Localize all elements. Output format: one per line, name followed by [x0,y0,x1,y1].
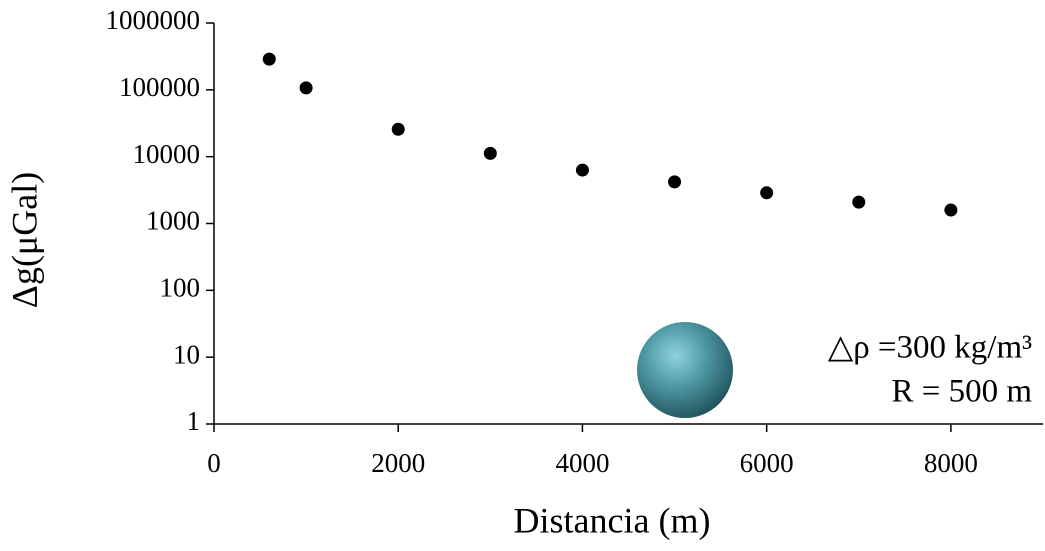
point [391,122,405,136]
annotation: △ρ =300 kg/m³ [828,330,1032,366]
y-tick-label: 100000 [119,72,200,102]
x-tick-label: 0 [207,448,221,478]
y-tick-label: 10 [173,339,200,369]
y-axis-title: Δg(μGal) [4,172,44,308]
y-tick-label: 10000 [133,139,201,169]
point [575,163,589,177]
y-tick-label: 100 [160,273,201,303]
x-tick-label: 2000 [371,448,425,478]
x-tick-label: 6000 [740,448,794,478]
y-tick-label: 1000000 [106,5,201,35]
point [668,175,682,189]
sphere-icon [637,322,733,418]
point [852,195,866,209]
point [483,146,497,160]
x-tick-label: 8000 [924,448,978,478]
annotation: R = 500 m [891,374,1032,410]
point [760,186,774,200]
point [262,52,276,66]
x-axis-title: Distancia (m) [514,500,711,540]
point [299,81,313,95]
point [944,203,958,217]
y-tick-label: 1000 [146,206,200,236]
y-tick-label: 1 [187,406,201,436]
x-tick-label: 4000 [555,448,609,478]
